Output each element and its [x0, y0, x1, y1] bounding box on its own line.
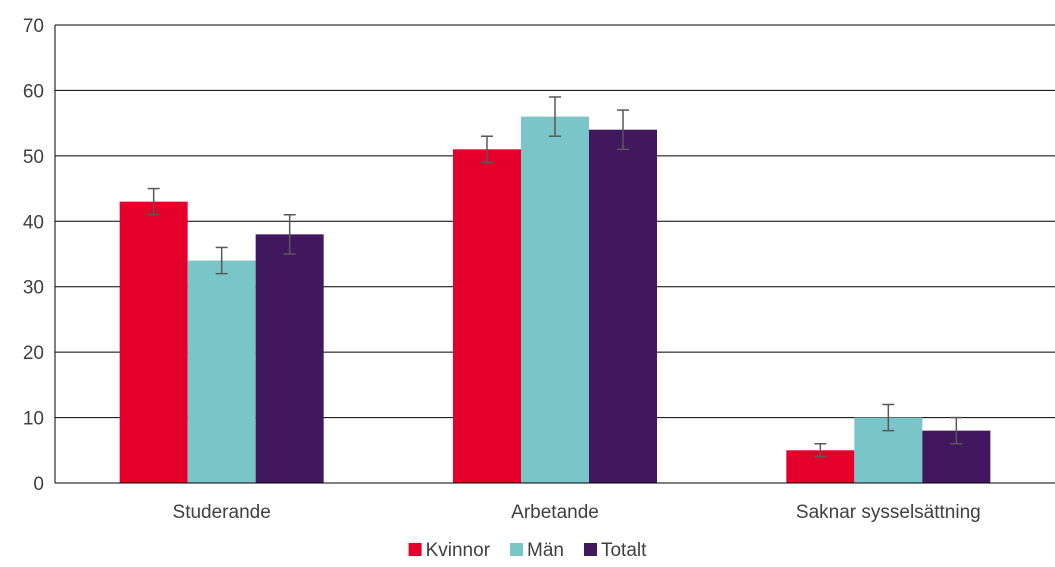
error-bar	[617, 109, 629, 151]
bars	[119, 116, 991, 484]
bar-män-0	[187, 260, 256, 483]
error-bar	[147, 187, 160, 216]
y-tick-label: 20	[23, 343, 44, 364]
category-labels: Studerande Arbetande Saknar sysselsättning	[173, 502, 981, 523]
y-tick-label: 70	[23, 16, 44, 37]
y-tick-label: 30	[23, 278, 44, 299]
bar-kvinnor-1	[453, 149, 521, 484]
category-label: Studerande	[173, 502, 271, 523]
y-tick-label: 60	[23, 81, 44, 102]
legend-item-kvinnor: Kvinnor	[408, 540, 491, 561]
bar-män-1	[521, 116, 589, 483]
error-bar	[882, 403, 895, 432]
error-bar	[549, 96, 561, 137]
legend-swatch	[408, 543, 422, 556]
y-tick-label: 10	[23, 409, 44, 430]
category-label: Saknar sysselsättning	[796, 502, 981, 523]
error-bars	[147, 96, 963, 458]
legend: Kvinnor Män Totalt	[408, 540, 647, 561]
y-tick-label: 40	[23, 212, 44, 233]
bar-kvinnor-0	[119, 201, 188, 483]
legend-label: Kvinnor	[426, 540, 491, 561]
category-label: Arbetande	[511, 502, 599, 523]
legend-label: Totalt	[601, 540, 647, 561]
bar-totalt-1	[589, 129, 657, 483]
legend-label: Män	[527, 540, 564, 561]
error-bar	[814, 442, 827, 458]
error-bar	[481, 135, 493, 164]
y-axis-tick-labels: 0 10 20 30 40 50 60 70	[23, 16, 44, 495]
y-tick-label: 0	[33, 474, 44, 495]
legend-swatch	[510, 543, 524, 556]
error-bar	[215, 246, 228, 275]
legend-swatch	[583, 543, 597, 556]
legend-item-totalt: Totalt	[583, 540, 647, 561]
x-axis	[54, 25, 1055, 484]
error-bar	[283, 213, 296, 255]
bar-totalt-0	[255, 234, 324, 483]
error-bar	[950, 416, 963, 445]
legend-item-män: Män	[510, 540, 564, 561]
y-tick-label: 50	[23, 147, 44, 168]
